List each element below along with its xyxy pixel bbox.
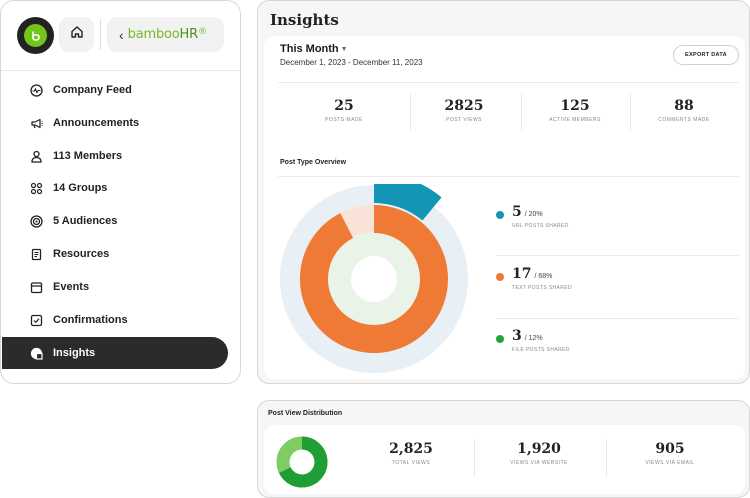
legend-dot bbox=[496, 211, 504, 219]
stat-views-email: 905 VIEWS VIA EMAIL bbox=[610, 441, 730, 466]
sidebar-item-members[interactable]: 113 Members bbox=[2, 140, 228, 172]
sidebar-item-confirmations[interactable]: Confirmations bbox=[2, 304, 228, 336]
sidebar-item-label: Resources bbox=[53, 248, 110, 260]
legend-count: 17/ 68% bbox=[512, 266, 553, 282]
post-type-donut-chart bbox=[280, 184, 468, 373]
legend-label: URL POSTS SHARED bbox=[512, 223, 569, 229]
groups-icon bbox=[29, 181, 43, 195]
stat-views-website: 1,920 VIEWS VIA WEBSITE bbox=[479, 441, 599, 466]
stat-divider bbox=[410, 94, 411, 130]
stat-label: TOTAL VIEWS bbox=[391, 460, 431, 466]
stat-label: VIEWS VIA WEBSITE bbox=[510, 460, 568, 466]
donut-slice-text-posts bbox=[300, 205, 448, 353]
back-to-bamboohr-button[interactable]: ‹ bambooHR® bbox=[107, 17, 224, 52]
sidebar-header: ‹ bambooHR® bbox=[1, 1, 240, 71]
stat-comments-made: 88 COMMENTS MADE bbox=[629, 98, 739, 123]
stat-label: ACTIVE MEMBERS bbox=[549, 117, 601, 123]
sidebar-item-label: Company Feed bbox=[53, 84, 132, 96]
sidebar-item-groups[interactable]: 14 Groups bbox=[2, 172, 228, 204]
app-logo[interactable] bbox=[17, 17, 54, 54]
sidebar-item-company-feed[interactable]: Company Feed bbox=[2, 74, 228, 106]
divider bbox=[496, 318, 739, 319]
home-icon bbox=[70, 25, 84, 44]
sidebar-item-label: Insights bbox=[53, 347, 96, 359]
legend-count: 3/ 12% bbox=[512, 328, 543, 344]
sidebar-item-events[interactable]: Events bbox=[2, 271, 228, 303]
sidebar-item-audiences[interactable]: 5 Audiences bbox=[2, 205, 228, 237]
stat-divider bbox=[606, 439, 607, 477]
stat-total-views: 2,825 TOTAL VIEWS bbox=[351, 441, 471, 466]
stat-active-members: 125 ACTIVE MEMBERS bbox=[520, 98, 630, 123]
bamboo-leaf-icon bbox=[24, 24, 47, 47]
stat-post-views: 2825 POST VIEWS bbox=[409, 98, 519, 123]
checkbox-icon bbox=[29, 313, 43, 327]
sidebar-item-label: Confirmations bbox=[53, 314, 128, 326]
chevron-down-icon: ▼ bbox=[340, 45, 348, 53]
sidebar-item-label: Announcements bbox=[53, 117, 140, 129]
date-range: December 1, 2023 - December 11, 2023 bbox=[280, 58, 423, 67]
sidebar-item-resources[interactable]: Resources bbox=[2, 238, 228, 270]
distribution-content: 2,825 TOTAL VIEWS 1,920 VIEWS VIA WEBSIT… bbox=[264, 425, 745, 494]
sidebar-item-label: 14 Groups bbox=[53, 182, 108, 194]
divider bbox=[496, 255, 739, 256]
stat-value: 2825 bbox=[444, 98, 484, 114]
insights-content: This Month ▼ December 1, 2023 - December … bbox=[264, 36, 745, 379]
view-distribution-donut-chart bbox=[276, 436, 328, 488]
divider bbox=[278, 176, 739, 177]
legend-label: FILE POSTS SHARED bbox=[512, 347, 570, 353]
legend-count: 5/ 20% bbox=[512, 204, 543, 220]
home-button[interactable] bbox=[59, 17, 94, 52]
stat-posts-made: 25 POSTS MADE bbox=[289, 98, 399, 123]
stat-label: COMMENTS MADE bbox=[658, 117, 710, 123]
insights-panel: Insights This Month ▼ December 1, 2023 - … bbox=[257, 0, 750, 384]
activity-icon bbox=[29, 83, 43, 97]
document-icon bbox=[29, 247, 43, 261]
stat-divider bbox=[630, 94, 631, 130]
export-data-button[interactable]: EXPORT DATA bbox=[673, 45, 739, 65]
page-title: Insights bbox=[270, 11, 339, 29]
sidebar-item-label: Events bbox=[53, 281, 90, 293]
stat-divider bbox=[521, 94, 522, 130]
period-label: This Month bbox=[280, 43, 339, 55]
legend-dot bbox=[496, 335, 504, 343]
stat-value: 905 bbox=[655, 441, 685, 457]
post-view-distribution-title: Post View Distribution bbox=[268, 410, 343, 417]
stat-value: 1,920 bbox=[517, 441, 561, 457]
sidebar-item-label: 5 Audiences bbox=[53, 215, 118, 227]
sidebar-item-label: 113 Members bbox=[53, 150, 123, 162]
sidebar-item-insights[interactable]: Insights bbox=[2, 337, 228, 369]
person-icon bbox=[29, 149, 43, 163]
divider bbox=[278, 82, 739, 83]
stat-label: POST VIEWS bbox=[445, 117, 483, 123]
megaphone-icon bbox=[29, 116, 43, 130]
donut-hole bbox=[351, 256, 397, 302]
stat-value: 125 bbox=[560, 98, 590, 114]
donut-slice-url-posts bbox=[373, 184, 442, 221]
post-type-overview-title: Post Type Overview bbox=[280, 159, 347, 166]
stat-label: VIEWS VIA EMAIL bbox=[645, 460, 695, 466]
stat-value: 2,825 bbox=[389, 441, 433, 457]
legend-label: TEXT POSTS SHARED bbox=[512, 285, 573, 291]
donut-slice-website-views bbox=[278, 436, 328, 488]
target-icon bbox=[29, 214, 43, 228]
chevron-left-icon: ‹ bbox=[119, 26, 124, 43]
calendar-icon bbox=[29, 280, 43, 294]
stat-label: POSTS MADE bbox=[325, 117, 363, 123]
header-divider bbox=[100, 19, 101, 50]
insights-icon bbox=[29, 346, 43, 360]
bamboohr-logo: bambooHR® bbox=[127, 27, 207, 42]
stat-divider bbox=[474, 439, 475, 477]
sidebar: ‹ bambooHR® Company Feed Announcements 1… bbox=[0, 0, 241, 384]
stat-value: 25 bbox=[334, 98, 354, 114]
stat-value: 88 bbox=[674, 98, 694, 114]
period-dropdown[interactable]: This Month ▼ bbox=[280, 43, 348, 55]
post-view-distribution-panel: Post View Distribution 2,825 TOTAL VIEWS… bbox=[257, 400, 750, 498]
legend-dot bbox=[496, 273, 504, 281]
sidebar-item-announcements[interactable]: Announcements bbox=[2, 107, 228, 139]
